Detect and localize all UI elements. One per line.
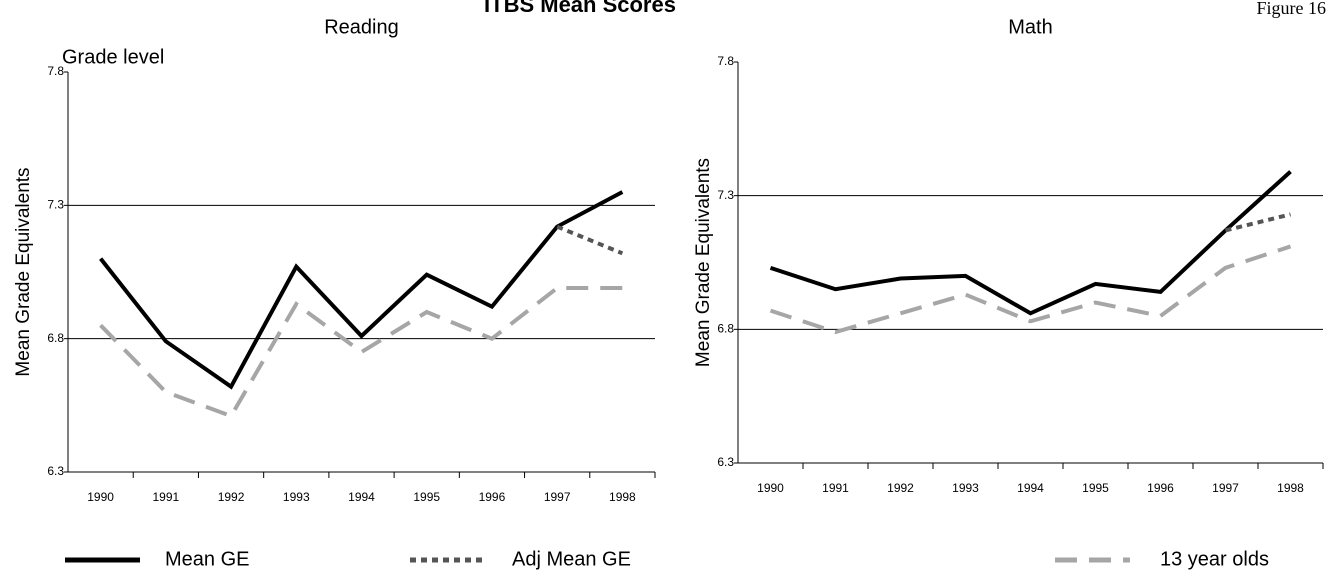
x-tick-label: 1991 xyxy=(152,490,179,504)
x-tick-label: 1995 xyxy=(1082,481,1109,495)
x-tick-label: 1998 xyxy=(1277,481,1304,495)
y-tick-label: 6.8 xyxy=(47,331,64,345)
x-tick-label: 1992 xyxy=(218,490,245,504)
y-tick-label: 6.8 xyxy=(717,322,734,336)
legend-label: Mean GE xyxy=(165,548,249,570)
x-tick-label: 1998 xyxy=(609,490,636,504)
series-line xyxy=(99,190,624,390)
series-line xyxy=(769,244,1292,335)
y-tick-label: 6.3 xyxy=(717,455,734,469)
y-tick-label: 7.3 xyxy=(717,188,734,202)
legend-label: 13 year olds xyxy=(1160,548,1269,570)
x-tick-label: 1997 xyxy=(1212,481,1239,495)
x-tick-label: 1992 xyxy=(887,481,914,495)
series-line xyxy=(556,224,624,256)
subplot-title: Reading xyxy=(324,16,399,38)
legend-label: Adj Mean GE xyxy=(512,548,631,570)
y-tick-label: 7.8 xyxy=(717,54,734,68)
y-tick-label: 7.3 xyxy=(47,198,64,212)
y-axis-label: Mean Grade Equivalents xyxy=(13,167,34,376)
x-tick-label: 1990 xyxy=(87,490,114,504)
x-tick-label: 1996 xyxy=(1147,481,1174,495)
x-tick-label: 1990 xyxy=(757,481,784,495)
y-axis-label: Mean Grade Equivalents xyxy=(693,158,714,367)
x-tick-label: 1994 xyxy=(1017,481,1044,495)
x-tick-label: 1997 xyxy=(544,490,571,504)
x-tick-label: 1995 xyxy=(413,490,440,504)
annotation: Grade level xyxy=(62,46,164,68)
y-tick-label: 7.8 xyxy=(47,64,64,78)
x-tick-label: 1993 xyxy=(952,481,979,495)
x-tick-label: 1991 xyxy=(822,481,849,495)
x-tick-label: 1996 xyxy=(479,490,506,504)
y-tick-label: 6.3 xyxy=(47,464,64,478)
series-line xyxy=(1225,212,1291,233)
figure-label: Figure 16 xyxy=(1257,0,1327,18)
figure-title: ITBS Mean Scores xyxy=(484,0,676,17)
series-line xyxy=(769,170,1292,316)
x-tick-label: 1994 xyxy=(348,490,375,504)
subplot-title: Math xyxy=(1008,16,1052,38)
series-line xyxy=(99,286,623,419)
x-tick-label: 1993 xyxy=(283,490,310,504)
